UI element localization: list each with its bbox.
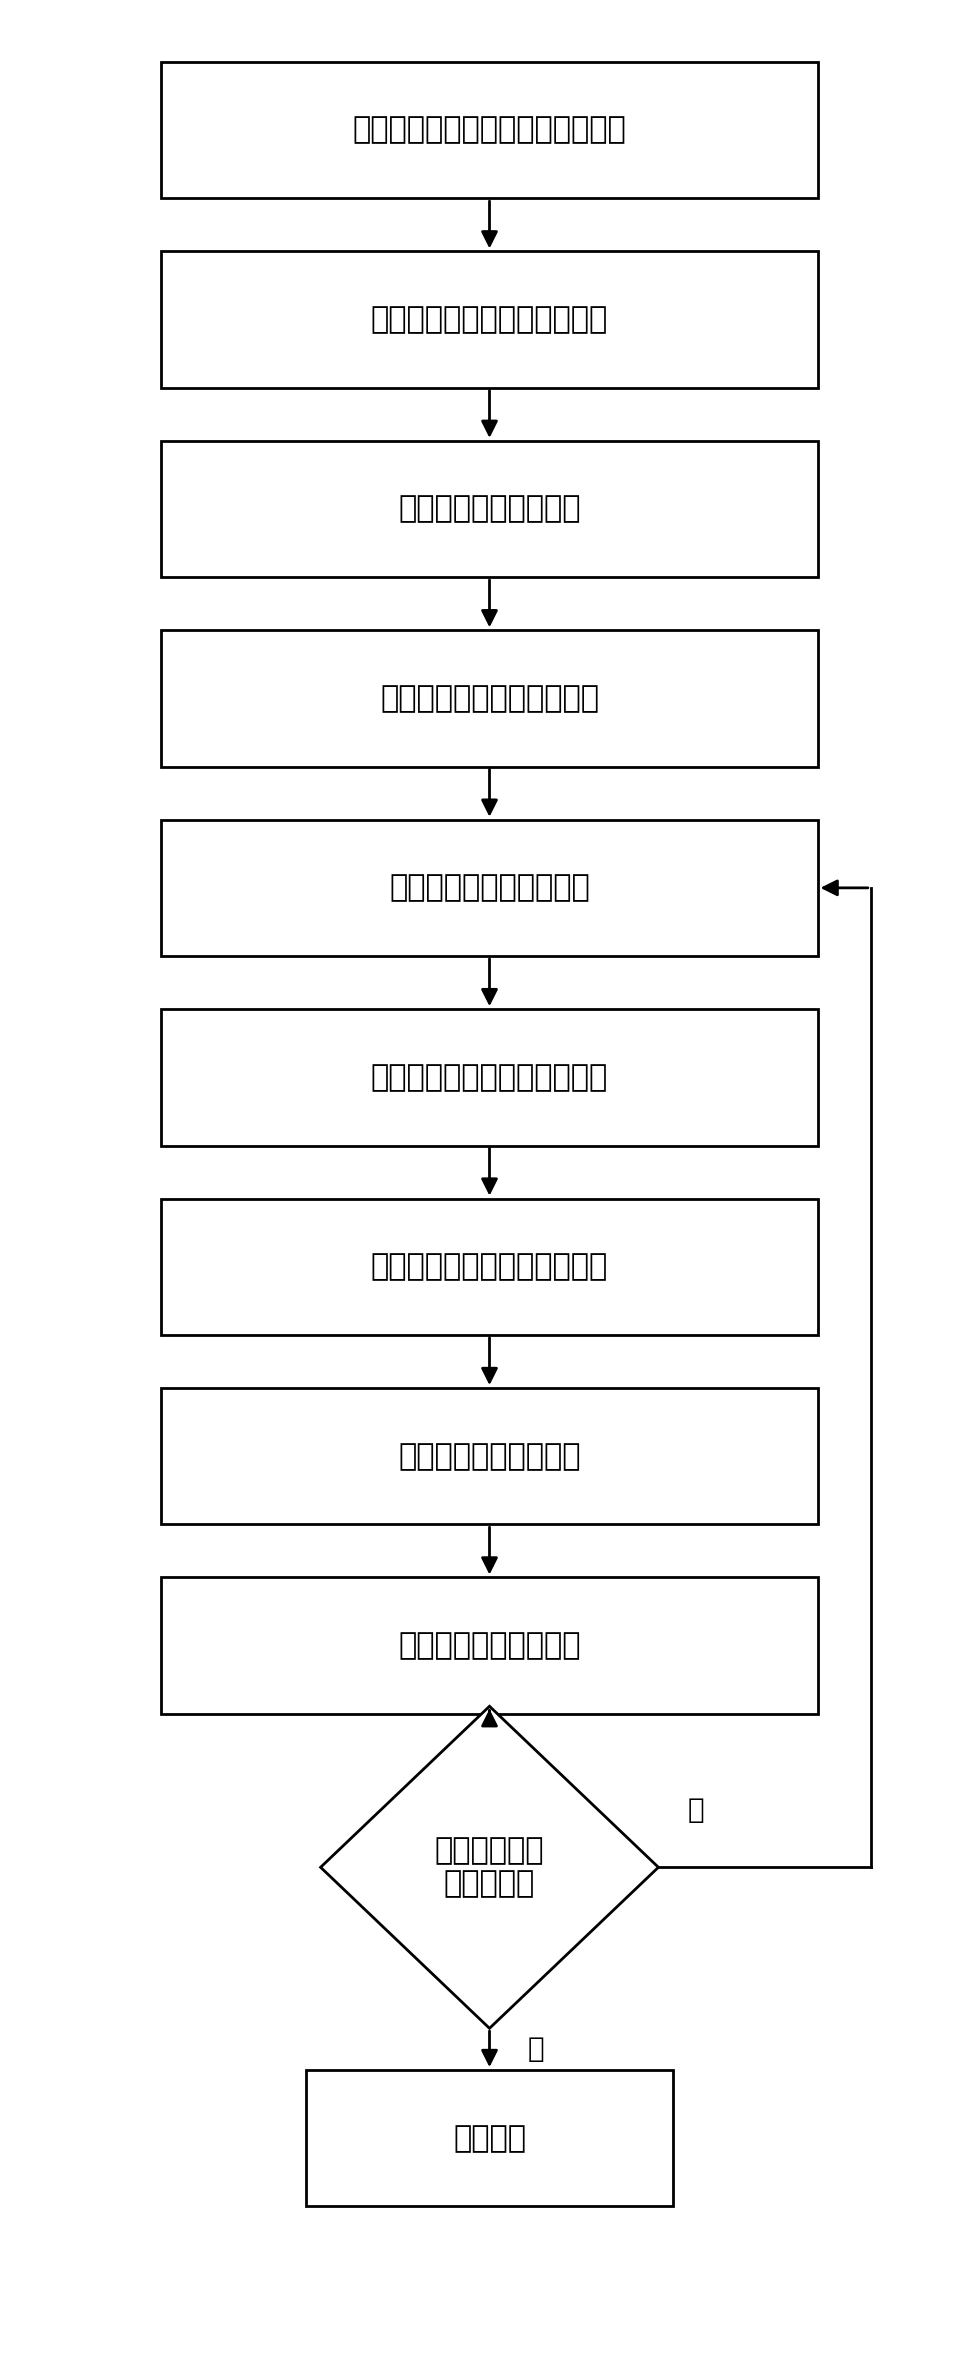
FancyBboxPatch shape	[161, 442, 817, 577]
FancyBboxPatch shape	[161, 820, 817, 957]
Text: 估计相机的外参数矩阵: 估计相机的外参数矩阵	[398, 494, 580, 525]
Text: 满足迭代优化
完成条件？: 满足迭代优化 完成条件？	[434, 1836, 544, 1897]
Text: 计算手眼转换矩阵的初始值: 计算手眼转换矩阵的初始值	[379, 683, 599, 714]
Text: 否: 否	[687, 1796, 703, 1824]
FancyBboxPatch shape	[161, 61, 817, 198]
Text: 是: 是	[527, 2035, 544, 2063]
Text: 更新手眼转换矩阵的参数: 更新手眼转换矩阵的参数	[388, 874, 590, 903]
Text: 计算所有误差的累加和: 计算所有误差的累加和	[398, 1441, 580, 1470]
Text: 保存参数: 保存参数	[453, 2124, 525, 2153]
Text: 计算特征点间的空间距离误差: 计算特征点间的空间距离误差	[371, 1252, 607, 1281]
Text: 计算图像上特征点的极线误差: 计算图像上特征点的极线误差	[371, 1063, 607, 1092]
FancyBboxPatch shape	[161, 1009, 817, 1146]
Text: 对采集到的图像进行畸变矫正: 对采集到的图像进行畸变矫正	[371, 305, 607, 333]
Polygon shape	[320, 1706, 658, 2027]
FancyBboxPatch shape	[306, 2070, 672, 2207]
Text: 移动机械臂并记录末端执行器位姿: 移动机械臂并记录末端执行器位姿	[352, 116, 626, 144]
Text: 迭代优化手眼转换矩阵: 迭代优化手眼转换矩阵	[398, 1630, 580, 1661]
FancyBboxPatch shape	[161, 1198, 817, 1335]
FancyBboxPatch shape	[161, 1578, 817, 1713]
FancyBboxPatch shape	[161, 250, 817, 388]
FancyBboxPatch shape	[161, 631, 817, 766]
FancyBboxPatch shape	[161, 1387, 817, 1524]
